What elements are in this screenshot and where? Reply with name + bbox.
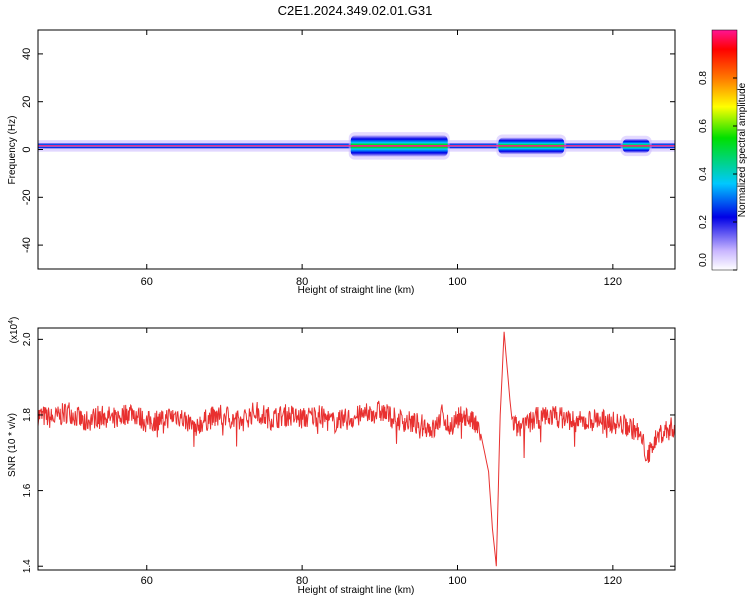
colorbar-tick-label: 0.2	[698, 215, 709, 229]
spectrogram-ticks: 60 80 100 120 40 20 0 -20 -40	[21, 30, 675, 288]
spectrogram-y-tick-label: -20	[21, 189, 33, 205]
colorbar-ticks: 0.0 0.2 0.4 0.6 0.8	[698, 71, 737, 271]
spectrogram-panel: 60 80 100 120 40 20 0 -20 -40 Height of straight…	[7, 29, 676, 296]
colorbar-label: Normalized spectral amplitude	[737, 82, 748, 217]
spectrogram-x-label: Height of straight line (km)	[298, 285, 415, 296]
snr-x-label: Height of straight line (km)	[298, 585, 415, 596]
spectrogram-x-tick-label: 80	[296, 276, 308, 288]
figure-title: C2E1.2024.349.02.01.G31	[278, 3, 433, 18]
snr-x-tick-label: 120	[604, 575, 622, 587]
snr-y-tick-label: 1.6	[22, 483, 33, 497]
snr-series-line	[38, 331, 675, 567]
snr-y-scale-base: (x10	[9, 323, 20, 343]
colorbar-tick-label: 0.8	[698, 71, 709, 85]
colorbar: 0.0 0.2 0.4 0.6 0.8 Normalized spectral ampl…	[698, 29, 748, 271]
colorbar-gradient	[711, 29, 738, 271]
snr-y-tick-label: 2.0	[22, 332, 33, 346]
snr-x-tick-label: 80	[296, 575, 308, 587]
spectrogram-x-tick-label: 100	[448, 276, 466, 288]
snr-frame	[37, 327, 676, 571]
snr-y-scale: (x104)	[8, 317, 20, 344]
spectrogram-y-tick-label: 40	[21, 48, 33, 60]
spectrogram-y-tick-label: -40	[21, 237, 33, 253]
spectrogram-x-tick-label: 60	[141, 276, 153, 288]
snr-ticks: 60 80 100 120 2.0 1.8 1.6 1.4	[22, 328, 675, 587]
snr-x-tick-label: 100	[448, 575, 466, 587]
snr-x-tick-label: 60	[141, 575, 153, 587]
colorbar-tick-label: 0.6	[698, 119, 709, 133]
snr-y-tick-label: 1.4	[22, 559, 33, 573]
snr-panel: 60 80 100 120 2.0 1.8 1.6 1.4 Height of straigh…	[7, 317, 676, 596]
spectral-band	[38, 132, 675, 160]
snr-y-tick-label: 1.8	[22, 408, 33, 422]
snr-y-label: SNR (10 * v/v)	[7, 413, 18, 477]
spectrogram-y-label: Frequency (Hz)	[7, 116, 18, 185]
spectrogram-x-tick-label: 120	[604, 276, 622, 288]
spectrogram-y-tick-label: 0	[21, 146, 33, 152]
spectrogram-y-tick-label: 20	[21, 96, 33, 108]
colorbar-tick-label: 0.0	[698, 253, 709, 267]
colorbar-tick-label: 0.4	[698, 167, 709, 181]
snr-y-scale-exp: 4	[8, 320, 15, 324]
